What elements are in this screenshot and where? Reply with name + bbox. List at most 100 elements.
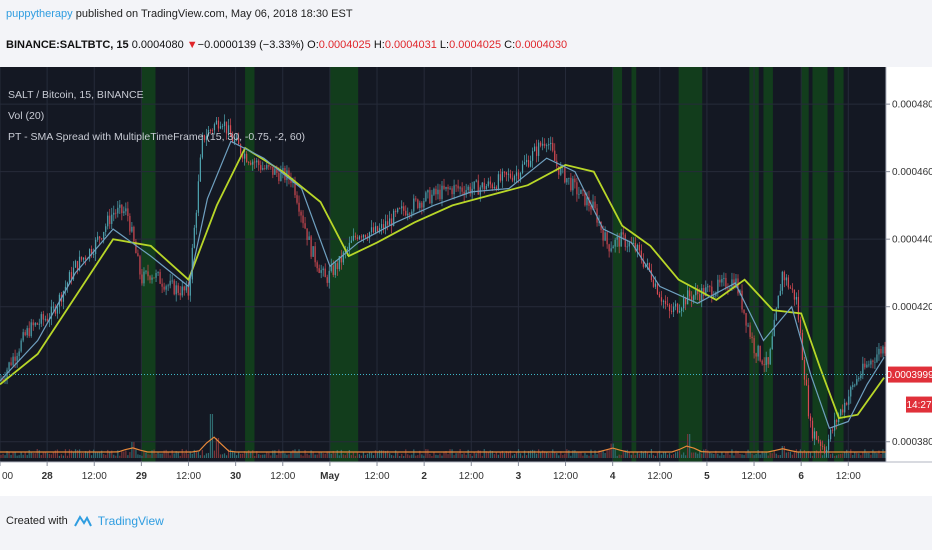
volume-bar [318, 452, 320, 458]
volume-bar [852, 454, 854, 458]
volume-bar [246, 451, 248, 458]
candle-body [799, 319, 802, 333]
candle-body [332, 265, 334, 275]
volume-bar [44, 451, 46, 458]
volume-bar [501, 450, 504, 458]
volume-bar [830, 454, 832, 458]
current-price-tag: 0.0003999 14:27 [886, 366, 932, 413]
time-tick-label: 3 [516, 471, 522, 482]
candle-body [632, 243, 634, 244]
candle-body [503, 171, 506, 173]
candle-body [191, 247, 193, 280]
candle-body [685, 298, 687, 305]
volume-bar [864, 449, 866, 458]
volume-bar [183, 453, 185, 458]
volume-bar [64, 449, 67, 458]
volume-bar [467, 449, 469, 458]
volume-bar [78, 449, 81, 458]
volume-bar [117, 450, 119, 458]
candle-body [38, 323, 40, 325]
candle-body [646, 262, 648, 265]
volume-bar [368, 452, 371, 458]
indicator-label: PT - SMA Spread with MultipleTimeFrame (… [8, 131, 305, 143]
candle-body [409, 213, 411, 215]
volume-bar [213, 450, 216, 458]
volume-bar [666, 454, 669, 458]
candle-body [487, 181, 489, 187]
candle-body [491, 184, 493, 189]
candle-body [737, 278, 739, 294]
volume-bar [322, 453, 324, 458]
candle-body [74, 261, 77, 268]
volume-bar [596, 454, 598, 458]
series-title: SALT / Bitcoin, 15, BINANCE [8, 89, 144, 101]
volume-bar [679, 450, 681, 458]
volume-bar [719, 455, 721, 458]
volume-bar [648, 454, 650, 458]
volume-bar [286, 454, 288, 458]
candle-body [78, 256, 81, 271]
candle-body [497, 174, 499, 190]
volume-bar [342, 454, 344, 458]
volume-bar [503, 453, 506, 458]
candle-body [229, 125, 232, 137]
time-tick-label: 12:00 [459, 471, 484, 482]
tradingview-brand-link[interactable]: TradingView [97, 514, 164, 528]
candle-body [70, 272, 73, 280]
candle-body [256, 160, 258, 163]
candle-body [16, 356, 18, 361]
volume-bar [453, 455, 455, 458]
candle-body [664, 300, 667, 305]
volume-bar [797, 452, 800, 458]
down-arrow-icon: ▼ [186, 39, 198, 51]
candle-body [858, 378, 860, 380]
time-axis[interactable]: 00 28 12:00 29 12:00 30 12:00 May 12:00 2 12:00 3 12… [0, 462, 861, 482]
candle-body [22, 332, 24, 341]
volume-bar [173, 453, 175, 458]
volume-bar [169, 455, 171, 458]
volume-bar [809, 452, 812, 458]
candle-body [584, 190, 586, 206]
candle-body [483, 182, 485, 190]
volume-bar [270, 455, 272, 458]
volume-bar [624, 450, 626, 458]
candle-body [276, 168, 278, 173]
candle-body [54, 306, 56, 314]
candle-body [310, 236, 312, 257]
volume-bar [328, 451, 330, 458]
candle-body [697, 290, 699, 295]
candle-body [248, 162, 250, 163]
volume-bar [727, 451, 729, 458]
price-chart[interactable]: SALT / Bitcoin, 15, BINANCE Vol (20) PT … [0, 67, 932, 496]
candle-body [32, 322, 34, 326]
volume-bar [199, 455, 201, 458]
volume-bar [290, 452, 292, 458]
candle-body [181, 286, 183, 296]
volume-bar [350, 454, 352, 458]
candle-body [290, 178, 292, 183]
countdown-value: 14:27 [906, 400, 931, 411]
volume-bar [165, 449, 167, 458]
volume-bar [296, 451, 298, 458]
candle-body [707, 286, 709, 288]
current-price-value: 0.0003999 [886, 370, 932, 381]
volume-bar [499, 452, 501, 458]
volume-bar [413, 449, 415, 458]
volume-bar [860, 455, 862, 458]
volume-bar [362, 452, 365, 458]
candle-body [274, 168, 276, 175]
volume-bar [517, 449, 520, 458]
candle-body [113, 212, 115, 215]
volume-bar [475, 453, 477, 458]
volume-bar [834, 455, 836, 458]
candle-body [179, 292, 181, 296]
author-link[interactable]: puppytherapy [6, 8, 73, 20]
volume-bar [103, 454, 105, 458]
volume-bar [326, 451, 328, 458]
volume-bar [672, 453, 675, 458]
volume-bar [564, 453, 566, 458]
candle-body [735, 278, 737, 288]
